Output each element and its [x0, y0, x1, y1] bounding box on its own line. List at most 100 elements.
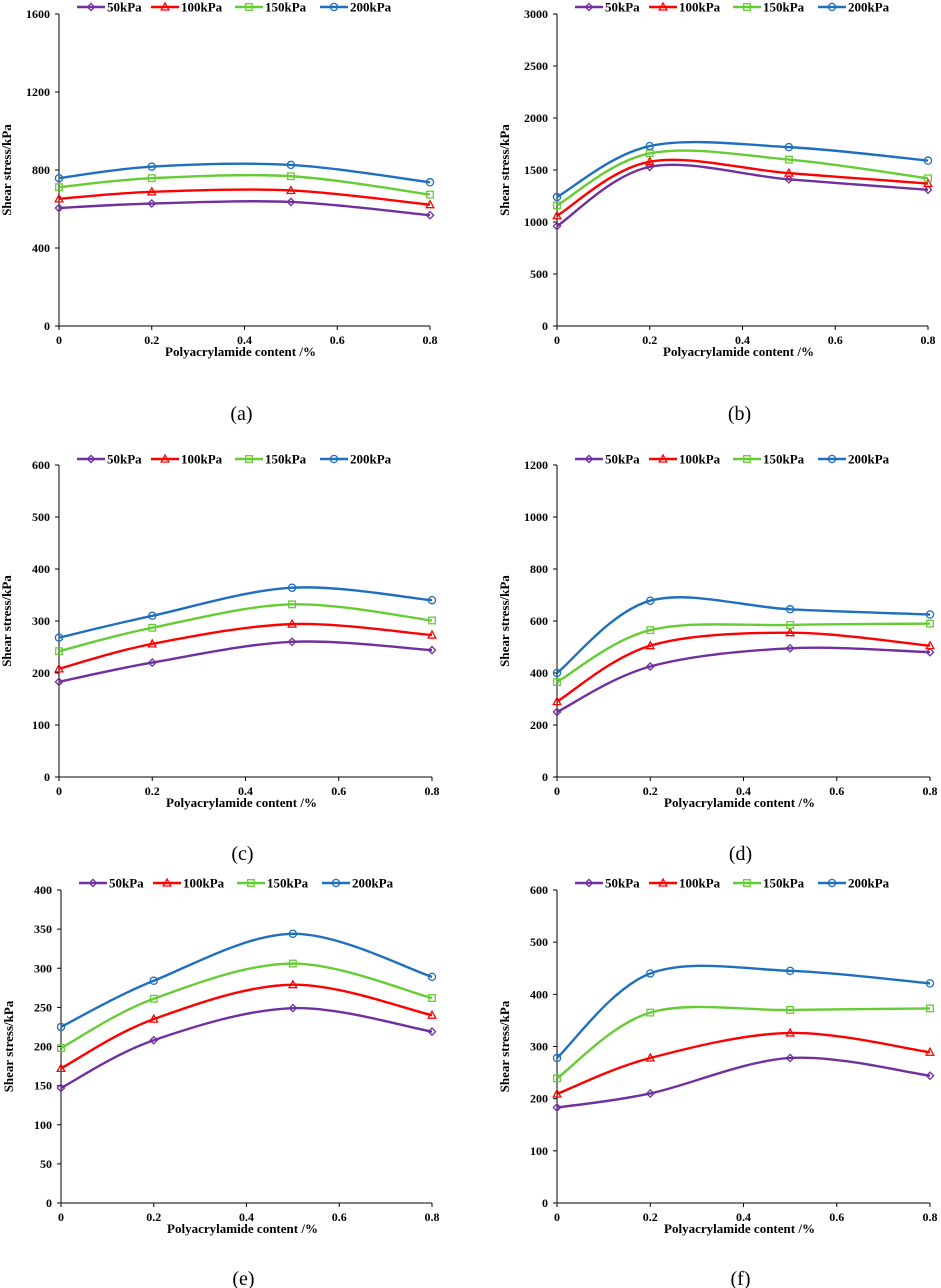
- y-tick-label: 100: [32, 718, 50, 732]
- chart-panel-d: 0 200 400 600 800 1000 1200 0 0.2 0.4 0.6 0.8 Polyac…: [497, 452, 938, 866]
- data-point: [149, 976, 158, 986]
- y-axis-title: Shear stress/kPa: [497, 575, 512, 667]
- y-tick-label: 800: [32, 163, 50, 177]
- legend-entry-200kPa: 200kPa: [322, 876, 394, 891]
- data-point: [147, 162, 156, 171]
- series-50kPa: [552, 1053, 935, 1113]
- data-point: [148, 1013, 159, 1023]
- legend-swatch-marker: [160, 453, 170, 463]
- legend-entry-100kPa: 100kPa: [649, 876, 721, 891]
- y-tick-label: 0: [542, 770, 548, 784]
- series-line: [556, 622, 931, 684]
- data-point: [785, 627, 796, 637]
- series-line: [556, 140, 929, 199]
- series-200kPa: [54, 160, 435, 187]
- legend-swatch-marker: [86, 454, 96, 464]
- legend-label: 150kPa: [763, 876, 805, 891]
- y-tick-label: 350: [34, 922, 52, 936]
- legend-swatch-marker: [743, 455, 751, 463]
- data-point: [785, 643, 795, 653]
- legend-label: 200kPa: [350, 452, 392, 467]
- data-point: [925, 610, 935, 619]
- chart-panel-c: 0 100 200 300 400 500 600 0 0.2 0.4 0.6 0.8 Polyacry…: [0, 452, 440, 866]
- data-point: [926, 619, 934, 628]
- x-tick-label: 0: [554, 333, 560, 347]
- series-line: [58, 622, 433, 670]
- legend-entry-100kPa: 100kPa: [151, 0, 223, 15]
- series-line: [60, 962, 433, 1050]
- legend-entry-150kPa: 150kPa: [237, 876, 309, 891]
- data-point: [288, 929, 298, 939]
- series-100kPa: [54, 185, 435, 209]
- data-point: [147, 199, 157, 209]
- y-tick-label: 400: [34, 883, 52, 897]
- data-point: [288, 959, 297, 968]
- legend-label: 200kPa: [848, 0, 890, 15]
- legend-label: 150kPa: [267, 876, 309, 891]
- legend-label: 100kPa: [679, 876, 721, 891]
- data-point: [552, 668, 562, 678]
- series-50kPa: [552, 643, 935, 717]
- x-tick-label: 0.2: [144, 333, 159, 347]
- y-tick-label: 100: [530, 1144, 548, 1158]
- y-tick-label: 2500: [524, 59, 548, 73]
- data-point: [287, 583, 297, 592]
- y-tick-label: 400: [32, 562, 50, 576]
- data-point: [286, 160, 296, 170]
- y-tick-label: 200: [34, 1040, 52, 1054]
- panel-caption: (a): [230, 403, 252, 425]
- y-tick-label: 1200: [26, 85, 50, 99]
- series-100kPa: [552, 1027, 935, 1098]
- x-tick-label: 0.8: [923, 784, 938, 798]
- x-tick-label: 0.8: [923, 1210, 938, 1224]
- x-tick-label: 0.6: [829, 1210, 844, 1224]
- x-tick-label: 0.6: [829, 784, 844, 798]
- legend-swatch-marker: [329, 454, 339, 464]
- legend-swatch-marker: [245, 3, 253, 11]
- x-tick-label: 0.4: [736, 1210, 751, 1224]
- legend-label: 100kPa: [679, 452, 721, 467]
- data-point: [428, 994, 436, 1002]
- legend-label: 100kPa: [183, 876, 225, 891]
- panel-caption: (d): [729, 843, 752, 865]
- x-tick-label: 0.6: [332, 1210, 347, 1224]
- data-point: [54, 677, 64, 687]
- data-point: [785, 1053, 795, 1063]
- x-tick-label: 0.2: [146, 1210, 161, 1224]
- data-point: [427, 1009, 437, 1019]
- data-point: [645, 162, 655, 172]
- data-point: [925, 640, 935, 650]
- y-axis-title: Shear stress/kPa: [0, 124, 14, 216]
- data-point: [925, 1046, 935, 1056]
- x-tick-label: 0.4: [238, 784, 253, 798]
- x-axis-title: Polyacrylamide content /%: [166, 795, 317, 810]
- legend-label: 150kPa: [763, 452, 805, 467]
- series-200kPa: [54, 583, 437, 642]
- y-tick-label: 500: [530, 935, 548, 949]
- data-point: [148, 623, 157, 632]
- series-200kPa: [552, 140, 933, 202]
- legend-entry-100kPa: 100kPa: [649, 452, 721, 467]
- y-axis-title: Shear stress/kPa: [1, 1000, 16, 1092]
- data-point: [54, 193, 64, 203]
- series-150kPa: [55, 600, 436, 656]
- legend-swatch-marker: [160, 1, 170, 11]
- data-point: [924, 174, 932, 183]
- y-tick-label: 3000: [524, 7, 548, 21]
- data-point: [288, 1003, 298, 1013]
- legend-swatch-marker: [247, 879, 255, 887]
- legend-entry-50kPa: 50kPa: [575, 0, 640, 15]
- y-tick-label: 2000: [524, 111, 548, 125]
- x-tick-label: 0.2: [145, 784, 160, 798]
- y-tick-label: 0: [44, 770, 50, 784]
- series-line: [58, 640, 433, 684]
- data-point: [425, 210, 435, 220]
- series-50kPa: [54, 637, 437, 687]
- data-point: [54, 633, 64, 642]
- data-point: [552, 1103, 562, 1113]
- data-point: [553, 1074, 561, 1083]
- y-tick-label: 300: [32, 614, 50, 628]
- series-150kPa: [553, 619, 934, 687]
- data-point: [146, 186, 157, 196]
